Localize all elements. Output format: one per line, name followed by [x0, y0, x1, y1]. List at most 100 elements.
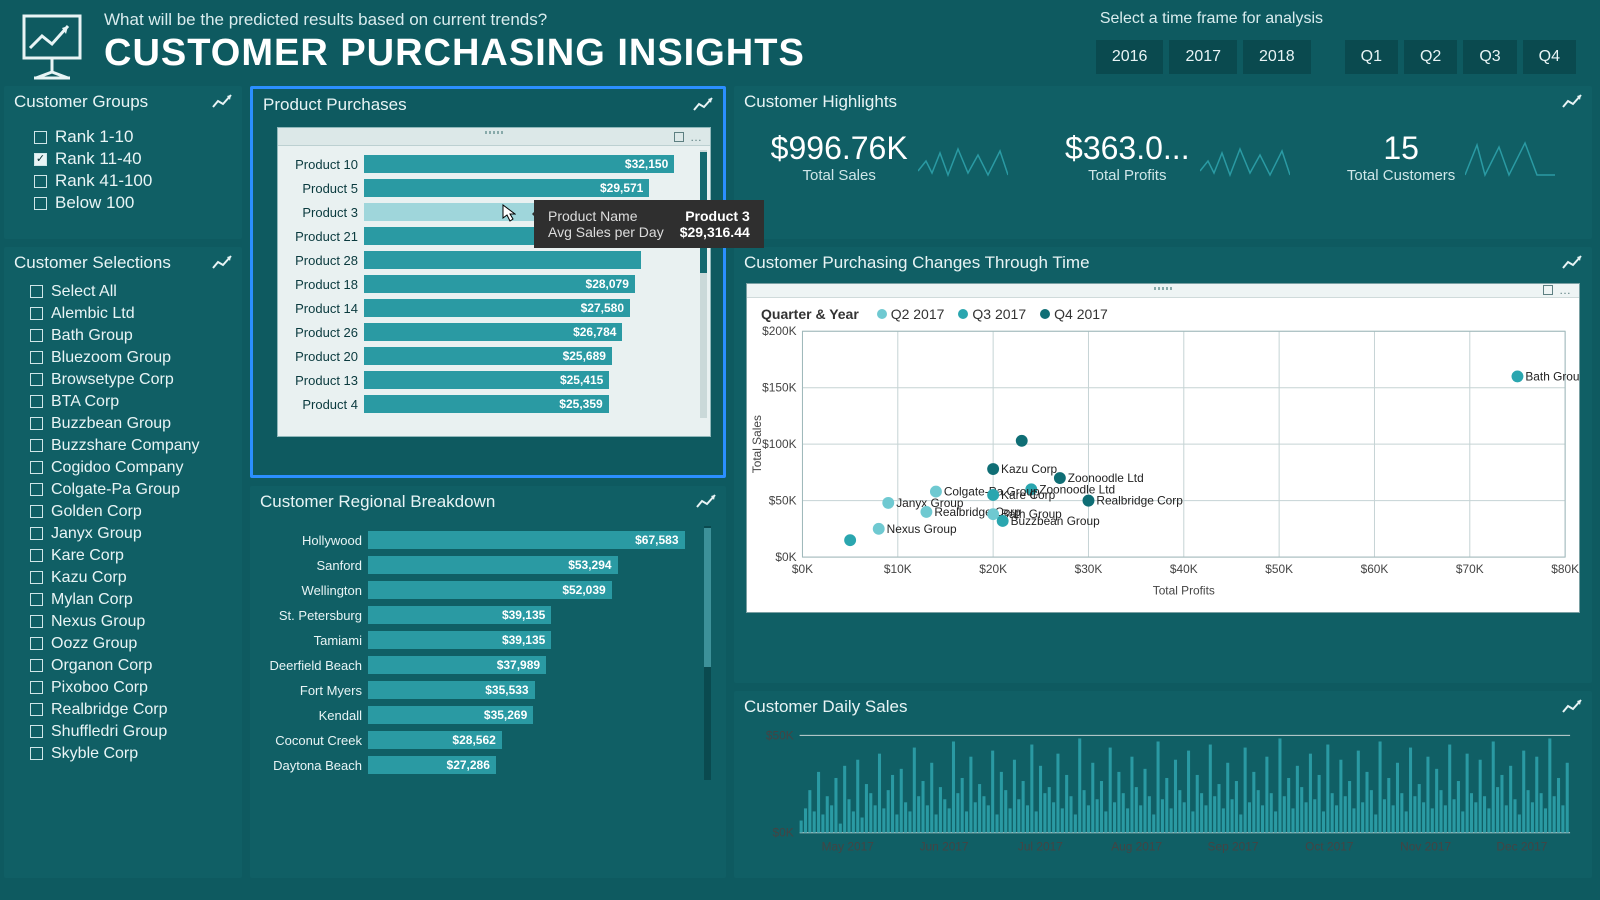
bar-row[interactable]: Sanford$53,294: [268, 553, 696, 578]
bar-row[interactable]: Coconut Creek$28,562: [268, 728, 696, 753]
q2-button[interactable]: Q2: [1404, 40, 1457, 74]
customer-group-item[interactable]: Rank 1-10: [34, 126, 228, 148]
scatter-point[interactable]: [987, 508, 999, 520]
more-icon[interactable]: …: [1559, 283, 1573, 297]
bar-row[interactable]: Hollywood$67,583: [268, 528, 696, 553]
bar-row[interactable]: Product 28: [284, 248, 692, 272]
customer-selection-item[interactable]: Cogidoo Company: [30, 457, 232, 479]
focus-icon[interactable]: [674, 132, 684, 142]
scatter-point[interactable]: [844, 534, 856, 546]
bar-row[interactable]: Product 18$28,079: [284, 272, 692, 296]
regional-breakdown-title: Customer Regional Breakdown: [260, 492, 495, 512]
checkbox-icon: [30, 725, 43, 738]
customer-selection-item[interactable]: Kare Corp: [30, 545, 232, 567]
svg-text:Total Profits: Total Profits: [1153, 583, 1215, 597]
bar-row[interactable]: Daytona Beach$27,286: [268, 753, 696, 778]
customer-selection-item[interactable]: Alembic Ltd: [30, 303, 232, 325]
chart-icon[interactable]: [212, 93, 232, 111]
q3-button[interactable]: Q3: [1463, 40, 1516, 74]
scrollbar[interactable]: [700, 150, 707, 418]
checkbox-icon: [34, 175, 47, 188]
customer-selection-item[interactable]: Skyble Corp: [30, 743, 232, 765]
checkbox-icon: [30, 373, 43, 386]
customer-selection-item[interactable]: Bluezoom Group: [30, 347, 232, 369]
q1-button[interactable]: Q1: [1345, 40, 1398, 74]
chart-icon[interactable]: [212, 254, 232, 272]
customer-selection-item[interactable]: Organon Corp: [30, 655, 232, 677]
customer-selection-item[interactable]: Select All: [30, 281, 232, 303]
bar-row[interactable]: Product 14$27,580: [284, 296, 692, 320]
drag-grip-icon[interactable]: [1154, 287, 1172, 290]
checkbox-icon: [30, 307, 43, 320]
scrollbar[interactable]: [704, 526, 711, 780]
scatter-point[interactable]: [997, 515, 1009, 527]
customer-group-item[interactable]: Rank 41-100: [34, 170, 228, 192]
bar-row[interactable]: Wellington$52,039: [268, 578, 696, 603]
checkbox-icon: [30, 637, 43, 650]
q4-button[interactable]: Q4: [1523, 40, 1576, 74]
year-2016-button[interactable]: 2016: [1096, 40, 1164, 74]
bar-row[interactable]: Product 13$25,415: [284, 368, 692, 392]
checkbox-icon: [30, 417, 43, 430]
product-purchases-panel: Product Purchases … Product 10$32,150Pro…: [250, 86, 726, 478]
customer-selection-item[interactable]: Golden Corp: [30, 501, 232, 523]
more-icon[interactable]: …: [690, 130, 704, 144]
scatter-point[interactable]: [1512, 370, 1524, 382]
checkbox-icon: [30, 659, 43, 672]
scatter-point[interactable]: [882, 497, 894, 509]
scatter-point[interactable]: [873, 523, 885, 535]
svg-text:Oct 2017: Oct 2017: [1305, 840, 1354, 854]
customer-group-item[interactable]: Below 100: [34, 192, 228, 214]
customer-selection-item[interactable]: Oozz Group: [30, 633, 232, 655]
chart-icon[interactable]: [693, 96, 713, 114]
scatter-point[interactable]: [1016, 435, 1028, 447]
drag-grip-icon[interactable]: [485, 131, 503, 134]
bar-row[interactable]: Fort Myers$35,533: [268, 678, 696, 703]
bar-row[interactable]: Product 4$25,359: [284, 392, 692, 416]
chart-icon[interactable]: [696, 493, 716, 511]
customer-selection-item[interactable]: Pixoboo Corp: [30, 677, 232, 699]
sparkline-icon: [1465, 135, 1555, 179]
customer-selection-item[interactable]: Janyx Group: [30, 523, 232, 545]
customer-selection-item[interactable]: Mylan Corp: [30, 589, 232, 611]
svg-text:Buzzbean Group: Buzzbean Group: [1011, 514, 1101, 528]
customer-selection-item[interactable]: Realbridge Corp: [30, 699, 232, 721]
scatter-point[interactable]: [1083, 494, 1095, 506]
customer-selection-item[interactable]: Kazu Corp: [30, 567, 232, 589]
customer-selection-item[interactable]: Shuffledri Group: [30, 721, 232, 743]
chart-icon[interactable]: [1562, 254, 1582, 272]
customer-group-item[interactable]: ✓Rank 11-40: [34, 148, 228, 170]
customer-selection-item[interactable]: Colgate-Pa Group: [30, 479, 232, 501]
customer-selection-item[interactable]: Buzzbean Group: [30, 413, 232, 435]
bar-row[interactable]: Product 26$26,784: [284, 320, 692, 344]
legend-item[interactable]: Q4 2017: [1040, 306, 1108, 322]
scatter-chart[interactable]: $0K$10K$20K$30K$40K$50K$60K$70K$80K$0K$5…: [747, 324, 1579, 600]
year-2017-button[interactable]: 2017: [1169, 40, 1237, 74]
bar-row[interactable]: Product 5$29,571: [284, 176, 692, 200]
checkbox-icon: [30, 439, 43, 452]
bar-row[interactable]: Product 10$32,150: [284, 152, 692, 176]
legend-item[interactable]: Q3 2017: [958, 306, 1026, 322]
customer-selection-item[interactable]: BTA Corp: [30, 391, 232, 413]
checkbox-icon: [30, 285, 43, 298]
customer-selection-item[interactable]: Browsetype Corp: [30, 369, 232, 391]
bar-row[interactable]: Deerfield Beach$37,989: [268, 653, 696, 678]
scatter-point[interactable]: [987, 489, 999, 501]
svg-text:$100K: $100K: [762, 437, 796, 451]
scatter-point[interactable]: [987, 463, 999, 475]
checkbox-icon: [30, 593, 43, 606]
daily-sales-chart[interactable]: $0K$50KMay 2017Jun 2017Jul 2017Aug 2017S…: [746, 727, 1580, 857]
customer-selection-item[interactable]: Buzzshare Company: [30, 435, 232, 457]
customer-selection-item[interactable]: Nexus Group: [30, 611, 232, 633]
bar-row[interactable]: Tamiami$39,135: [268, 628, 696, 653]
bar-row[interactable]: Product 20$25,689: [284, 344, 692, 368]
chart-icon[interactable]: [1562, 698, 1582, 716]
bar-row[interactable]: Kendall$35,269: [268, 703, 696, 728]
customer-selection-item[interactable]: Bath Group: [30, 325, 232, 347]
focus-icon[interactable]: [1543, 285, 1553, 295]
scatter-point[interactable]: [920, 506, 932, 518]
bar-row[interactable]: St. Petersburg$39,135: [268, 603, 696, 628]
year-2018-button[interactable]: 2018: [1243, 40, 1311, 74]
legend-item[interactable]: Q2 2017: [877, 306, 945, 322]
chart-icon[interactable]: [1562, 93, 1582, 111]
